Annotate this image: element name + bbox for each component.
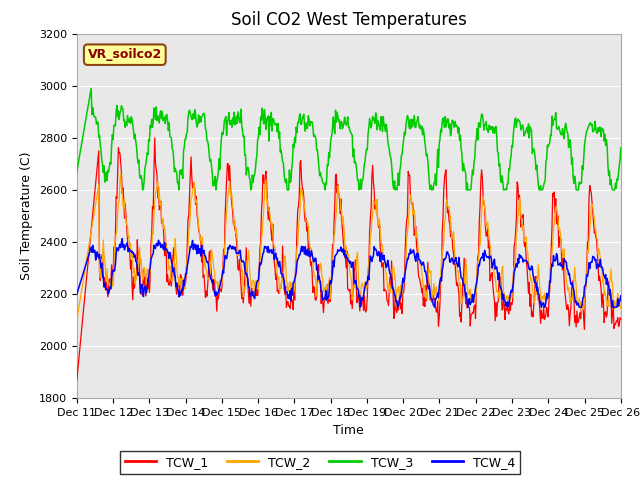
Legend: TCW_1, TCW_2, TCW_3, TCW_4: TCW_1, TCW_2, TCW_3, TCW_4: [120, 451, 520, 474]
Title: Soil CO2 West Temperatures: Soil CO2 West Temperatures: [231, 11, 467, 29]
X-axis label: Time: Time: [333, 424, 364, 437]
Text: VR_soilco2: VR_soilco2: [88, 48, 162, 61]
Y-axis label: Soil Temperature (C): Soil Temperature (C): [20, 152, 33, 280]
